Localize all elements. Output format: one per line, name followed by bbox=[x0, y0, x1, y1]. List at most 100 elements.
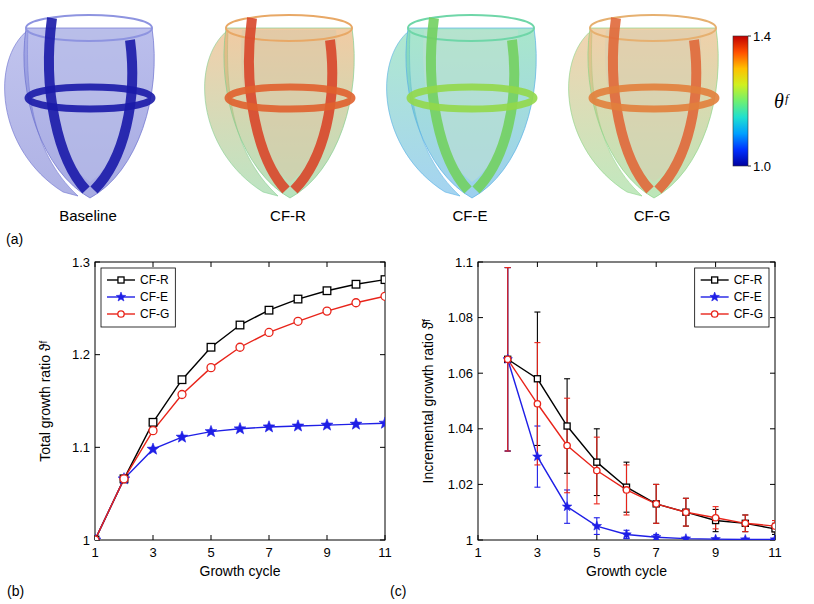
y-tick-label: 1.3 bbox=[72, 255, 90, 270]
error-bar-cap bbox=[505, 267, 511, 268]
x-tick bbox=[656, 262, 657, 267]
x-tick bbox=[327, 262, 328, 267]
marker-circle bbox=[323, 307, 331, 315]
colorbar-tick bbox=[748, 36, 751, 37]
wall-band bbox=[658, 40, 696, 190]
series-line bbox=[95, 423, 385, 540]
x-tick bbox=[95, 262, 96, 267]
x-tick bbox=[596, 262, 597, 267]
marker-circle bbox=[149, 427, 157, 435]
lv-shell bbox=[588, 28, 718, 198]
colorbar-tick-label: 1.4 bbox=[753, 29, 771, 44]
x-tick bbox=[715, 262, 716, 267]
x-tick-label: 11 bbox=[378, 545, 392, 560]
marker-square bbox=[118, 277, 124, 283]
y-tick bbox=[478, 540, 483, 541]
y-tick bbox=[95, 354, 100, 355]
colorbar bbox=[733, 36, 748, 166]
marker-star bbox=[116, 292, 125, 301]
legend-label: CF-G bbox=[734, 307, 763, 321]
y-tick-label: 1.06 bbox=[448, 366, 473, 381]
error-bar-cap bbox=[594, 517, 600, 518]
marker-star bbox=[562, 502, 571, 511]
series-line bbox=[95, 296, 385, 540]
y-tick bbox=[478, 262, 483, 263]
marker-circle bbox=[120, 475, 128, 483]
marker-circle bbox=[294, 317, 302, 325]
x-tick bbox=[478, 262, 479, 267]
marker-square bbox=[207, 343, 215, 351]
marker-square bbox=[505, 356, 511, 362]
x-tick bbox=[537, 262, 538, 267]
x-tick-label: 7 bbox=[265, 545, 272, 560]
marker-circle bbox=[207, 364, 215, 372]
colorbar-label: θᶠ bbox=[774, 90, 791, 112]
error-bar-cap bbox=[713, 506, 719, 507]
heart bbox=[569, 15, 719, 198]
colorbar-tick-label: 1.0 bbox=[753, 159, 771, 174]
error-bar bbox=[505, 268, 511, 451]
marker-star bbox=[147, 443, 159, 454]
figure: BaselineCF-RCF-ECF-G(a)1.41.0θᶠ135791111… bbox=[0, 0, 814, 604]
marker-star bbox=[118, 473, 130, 484]
error-bar-cap bbox=[594, 428, 600, 429]
model-label: CF-R bbox=[270, 207, 306, 224]
error-bar bbox=[772, 523, 775, 534]
marker-square bbox=[120, 475, 128, 483]
marker-circle bbox=[683, 509, 689, 515]
marker-star bbox=[263, 421, 275, 432]
legend-label: CF-R bbox=[140, 273, 169, 287]
marker-star bbox=[741, 534, 750, 540]
x-tick bbox=[269, 262, 270, 267]
x-tick bbox=[385, 262, 386, 267]
error-bar-cap bbox=[772, 520, 775, 521]
error-bar bbox=[594, 437, 600, 504]
x-tick-label: 9 bbox=[712, 545, 719, 560]
series-line bbox=[508, 359, 775, 539]
error-bar bbox=[683, 498, 689, 526]
marker-star bbox=[533, 452, 542, 461]
error-bar-cap bbox=[653, 523, 659, 524]
y-tick bbox=[770, 317, 775, 318]
marker-square bbox=[742, 520, 748, 526]
legend-label: CF-R bbox=[734, 273, 763, 287]
error-bar bbox=[534, 343, 540, 465]
y-axis-title: Total growth ratio ϑᶠ bbox=[37, 340, 53, 461]
y-tick-label: 1 bbox=[83, 533, 90, 548]
panel-letter: (a) bbox=[6, 231, 23, 247]
error-bar bbox=[713, 507, 719, 529]
series-line bbox=[508, 359, 775, 526]
error-bar-cap bbox=[534, 487, 540, 488]
x-tick-label: 5 bbox=[207, 545, 214, 560]
legend-box bbox=[101, 268, 175, 327]
marker-circle bbox=[742, 520, 748, 526]
error-bar-cap bbox=[505, 450, 511, 451]
marker-square bbox=[294, 295, 302, 303]
error-bar bbox=[683, 498, 689, 526]
y-tick-label: 1.2 bbox=[72, 347, 90, 362]
y-tick-label: 1.04 bbox=[448, 421, 473, 436]
plot-frame bbox=[478, 262, 775, 540]
error-bar-cap bbox=[772, 534, 775, 535]
error-bar-cap bbox=[564, 492, 570, 493]
error-bar bbox=[742, 515, 748, 532]
panel-letter: (b) bbox=[7, 583, 24, 599]
wall-band bbox=[476, 40, 514, 190]
marker-circle bbox=[623, 487, 629, 493]
legend-label: CF-G bbox=[140, 307, 169, 321]
marker-square bbox=[712, 277, 718, 283]
error-bar-cap bbox=[713, 531, 719, 532]
y-axis-title: Incremental growth ratio ϑ̄ᶠ bbox=[420, 319, 436, 484]
error-bar-cap bbox=[505, 267, 511, 268]
marker-square bbox=[381, 276, 385, 284]
legend: CF-RCF-ECF-G bbox=[107, 273, 169, 321]
y-tick bbox=[380, 447, 385, 448]
heart bbox=[387, 15, 537, 198]
legend-box bbox=[695, 268, 769, 327]
marker-star bbox=[205, 425, 217, 436]
x-tick-label: 5 bbox=[593, 545, 600, 560]
x-tick bbox=[153, 535, 154, 540]
marker-star bbox=[770, 534, 775, 540]
x-tick bbox=[153, 262, 154, 267]
heart bbox=[205, 15, 355, 198]
